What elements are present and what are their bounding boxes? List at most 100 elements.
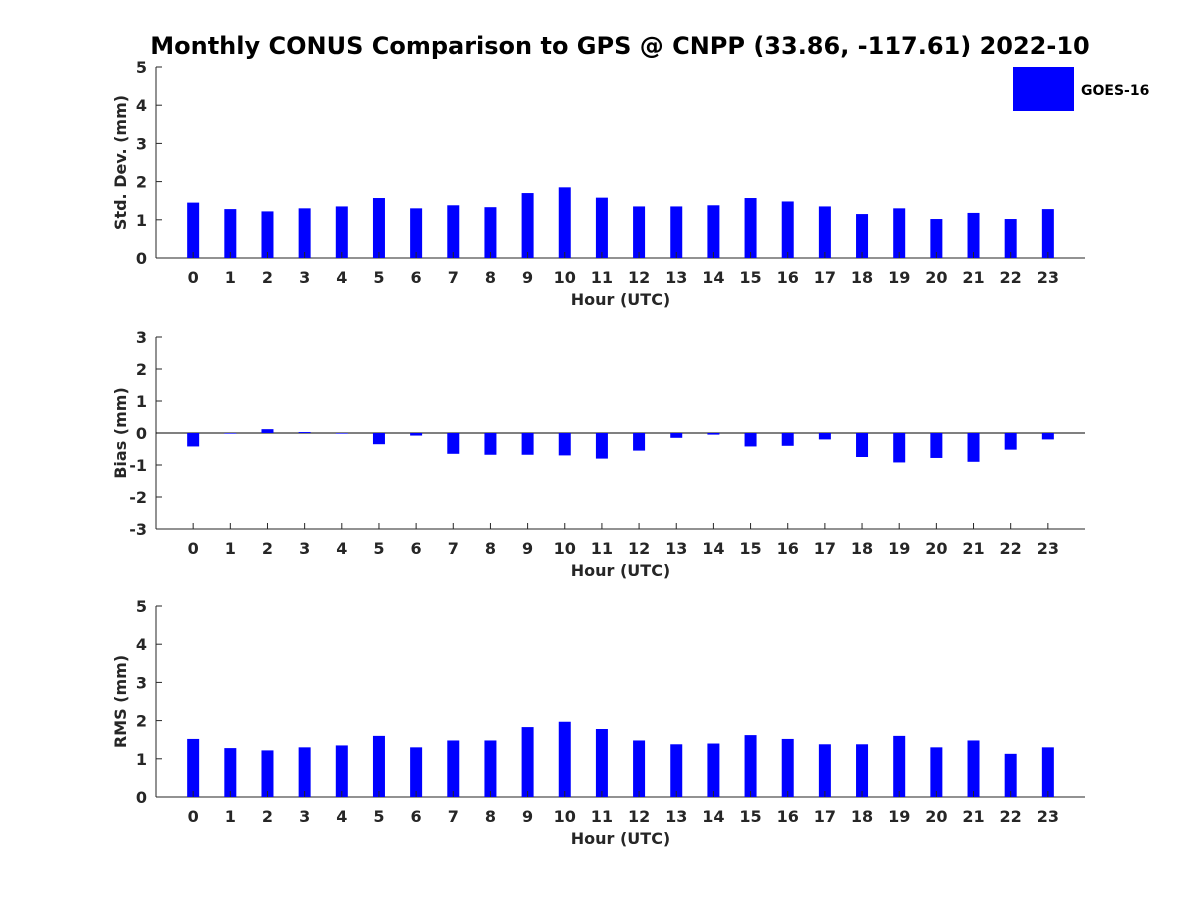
bar-std-dev-hour-18 — [856, 214, 869, 258]
y-tick-label: 1 — [136, 392, 147, 411]
bar-bias-hour-13 — [670, 433, 683, 438]
bar-std-dev-hour-11 — [595, 197, 608, 258]
bar-bias-hour-7 — [447, 433, 460, 454]
y-tick-label: 0 — [136, 424, 147, 443]
bar-std-dev-hour-7 — [447, 205, 460, 258]
x-tick-label: 0 — [188, 807, 199, 826]
x-tick-label: 18 — [851, 268, 873, 287]
bar-bias-hour-22 — [1004, 433, 1017, 450]
bar-std-dev-hour-3 — [298, 208, 311, 258]
x-tick-label: 20 — [925, 807, 947, 826]
x-tick-label: 18 — [851, 807, 873, 826]
x-tick-label: 11 — [591, 268, 613, 287]
bar-rms-hour-14 — [707, 743, 720, 797]
bar-bias-hour-14 — [707, 433, 720, 435]
bar-rms-hour-12 — [633, 740, 646, 797]
bar-std-dev-hour-12 — [633, 206, 646, 258]
bar-bias-hour-11 — [595, 433, 608, 459]
bar-rms-hour-8 — [484, 740, 497, 797]
x-tick-label: 5 — [373, 807, 384, 826]
x-tick-label: 7 — [448, 539, 459, 558]
x-tick-label: 2 — [262, 539, 273, 558]
bar-std-dev-hour-10 — [558, 187, 571, 258]
bar-bias-hour-23 — [1041, 433, 1054, 440]
x-tick-label: 11 — [591, 539, 613, 558]
bar-bias-hour-8 — [484, 433, 497, 455]
x-tick-label: 19 — [888, 268, 910, 287]
x-tick-label: 15 — [739, 807, 761, 826]
x-tick-label: 21 — [962, 268, 984, 287]
y-tick-label: -2 — [129, 488, 147, 507]
y-tick-label: -1 — [129, 456, 147, 475]
bar-rms-hour-22 — [1004, 753, 1017, 797]
y-axis-label: Std. Dev. (mm) — [111, 95, 130, 230]
bar-bias-hour-0 — [187, 433, 200, 447]
x-tick-label: 10 — [554, 539, 576, 558]
x-tick-label: 13 — [665, 539, 687, 558]
x-tick-label: 19 — [888, 807, 910, 826]
legend: GOES-16 — [1013, 67, 1149, 111]
bar-rms-hour-2 — [261, 750, 274, 797]
x-tick-label: 16 — [777, 807, 799, 826]
y-tick-label: 1 — [136, 750, 147, 769]
bar-bias-hour-2 — [261, 429, 274, 433]
y-tick-label: 3 — [136, 673, 147, 692]
bar-std-dev-hour-8 — [484, 207, 497, 258]
bar-rms-hour-20 — [930, 747, 943, 797]
bar-bias-hour-9 — [521, 433, 534, 455]
y-tick-label: 4 — [136, 635, 147, 654]
x-tick-label: 13 — [665, 268, 687, 287]
x-tick-label: 20 — [925, 268, 947, 287]
x-tick-label: 1 — [225, 807, 236, 826]
bar-std-dev-hour-19 — [893, 208, 906, 258]
bar-rms-hour-5 — [372, 735, 385, 797]
x-tick-label: 17 — [814, 807, 836, 826]
x-tick-label: 15 — [739, 268, 761, 287]
bar-rms-hour-4 — [335, 745, 348, 797]
chart-title: Monthly CONUS Comparison to GPS @ CNPP (… — [150, 32, 1089, 60]
y-tick-label: 0 — [136, 249, 147, 268]
bar-bias-hour-5 — [372, 433, 385, 445]
bar-std-dev-hour-21 — [967, 212, 980, 258]
y-tick-label: 0 — [136, 788, 147, 807]
x-tick-label: 1 — [225, 268, 236, 287]
y-tick-label: 4 — [136, 96, 147, 115]
x-tick-label: 14 — [702, 268, 724, 287]
x-tick-label: 6 — [411, 539, 422, 558]
bar-bias-hour-16 — [781, 433, 794, 446]
x-axis-label: Hour (UTC) — [571, 561, 671, 580]
x-tick-label: 2 — [262, 807, 273, 826]
x-tick-label: 16 — [777, 539, 799, 558]
bar-std-dev-hour-13 — [670, 206, 683, 258]
x-tick-label: 23 — [1037, 268, 1059, 287]
bar-bias-hour-15 — [744, 433, 757, 447]
x-tick-label: 7 — [448, 807, 459, 826]
bar-bias-hour-19 — [893, 433, 906, 463]
bar-std-dev-hour-17 — [818, 206, 831, 258]
bar-std-dev-hour-23 — [1041, 209, 1054, 258]
legend-label: GOES-16 — [1081, 83, 1149, 99]
x-tick-label: 19 — [888, 539, 910, 558]
bar-rms-hour-16 — [781, 738, 794, 797]
x-tick-label: 3 — [299, 268, 310, 287]
bar-rms-hour-11 — [595, 729, 608, 797]
x-tick-label: 9 — [522, 539, 533, 558]
bar-bias-hour-12 — [633, 433, 646, 451]
bar-rms-hour-18 — [856, 744, 869, 797]
x-tick-label: 8 — [485, 807, 496, 826]
x-tick-label: 21 — [962, 807, 984, 826]
x-axis-label: Hour (UTC) — [571, 290, 671, 309]
bar-bias-hour-21 — [967, 433, 980, 462]
bar-rms-hour-13 — [670, 744, 683, 797]
bar-bias-hour-18 — [856, 433, 869, 457]
bar-std-dev-hour-1 — [224, 209, 237, 258]
y-tick-label: 5 — [136, 597, 147, 616]
bar-std-dev-hour-6 — [410, 208, 423, 258]
y-tick-label: -3 — [129, 520, 147, 539]
bar-rms-hour-7 — [447, 740, 460, 797]
bar-std-dev-hour-5 — [372, 198, 385, 258]
x-tick-label: 20 — [925, 539, 947, 558]
x-tick-label: 8 — [485, 539, 496, 558]
